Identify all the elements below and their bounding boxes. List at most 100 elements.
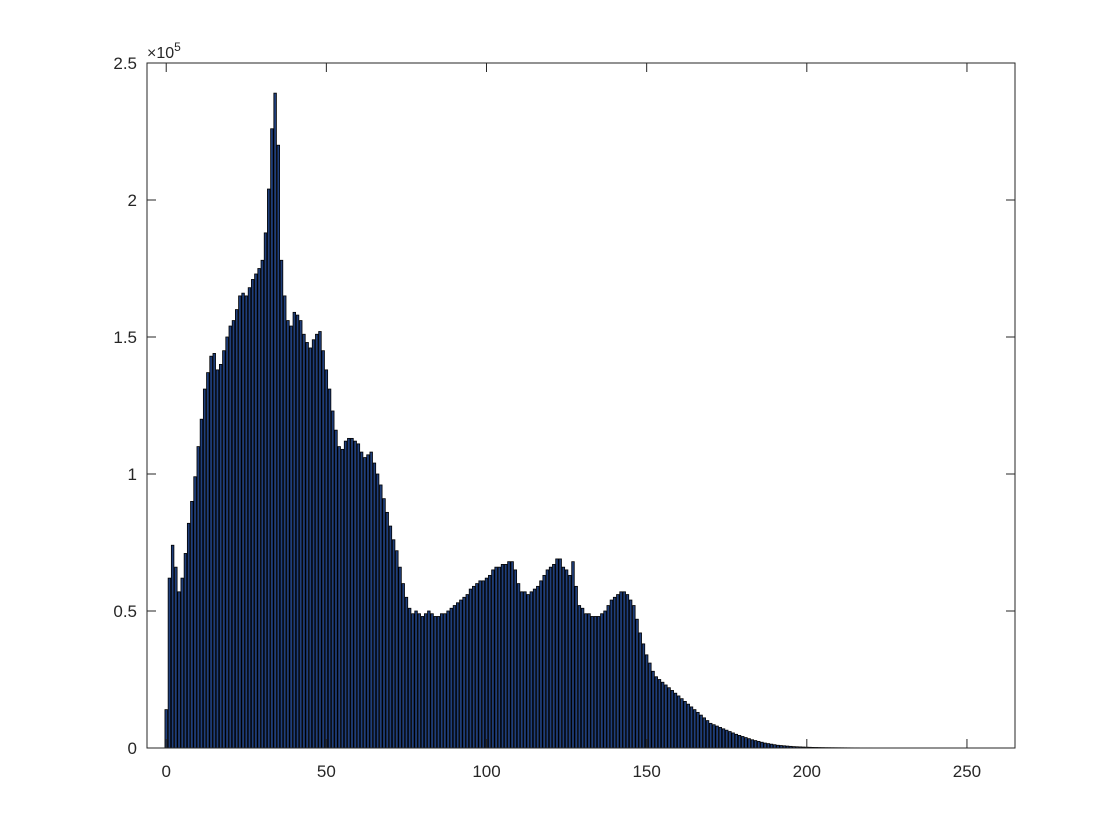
bar bbox=[468, 588, 473, 749]
bar bbox=[712, 724, 716, 749]
bar bbox=[411, 613, 415, 749]
bar bbox=[257, 268, 261, 749]
x-axis: 0 50 100 150 200 250 bbox=[161, 63, 981, 781]
y-exponent-power: 5 bbox=[174, 40, 181, 54]
bar bbox=[388, 525, 393, 749]
bar bbox=[625, 594, 630, 749]
bar bbox=[270, 128, 274, 749]
bar bbox=[347, 437, 351, 749]
bar bbox=[641, 643, 646, 749]
bar bbox=[382, 498, 386, 749]
bar bbox=[372, 462, 377, 749]
y-tick-label: 1.5 bbox=[113, 328, 137, 347]
bar bbox=[484, 577, 489, 749]
bar bbox=[206, 372, 210, 749]
bar bbox=[427, 610, 431, 749]
bar bbox=[407, 607, 412, 749]
bar bbox=[488, 574, 492, 749]
bar bbox=[628, 599, 633, 749]
bar bbox=[606, 605, 610, 749]
bar bbox=[619, 591, 623, 749]
bar bbox=[670, 690, 674, 749]
bar bbox=[702, 717, 706, 749]
bar bbox=[430, 613, 434, 749]
bar bbox=[542, 574, 546, 749]
bar bbox=[526, 594, 530, 749]
bar bbox=[177, 591, 181, 749]
bar bbox=[318, 331, 322, 749]
bar bbox=[379, 484, 383, 749]
bar bbox=[757, 741, 761, 749]
bar bbox=[366, 454, 370, 749]
bar bbox=[507, 561, 511, 749]
bar bbox=[267, 188, 271, 749]
bar bbox=[478, 580, 482, 749]
bar bbox=[356, 443, 361, 749]
bar bbox=[705, 720, 710, 749]
bar bbox=[574, 585, 578, 749]
x-tick-label: 100 bbox=[472, 762, 500, 781]
bar bbox=[577, 605, 582, 749]
bar bbox=[436, 616, 441, 749]
bar bbox=[475, 583, 479, 749]
bar bbox=[315, 333, 319, 749]
bar bbox=[443, 613, 447, 749]
bar bbox=[199, 418, 204, 749]
x-tick-label: 250 bbox=[953, 762, 981, 781]
bar bbox=[571, 561, 575, 749]
bar bbox=[545, 569, 550, 749]
bar bbox=[648, 662, 652, 749]
bar bbox=[420, 616, 425, 749]
bar bbox=[552, 564, 556, 749]
bar bbox=[299, 320, 303, 749]
bar bbox=[222, 350, 226, 749]
x-tick-label: 50 bbox=[317, 762, 336, 781]
axes-box bbox=[146, 62, 1016, 749]
bar bbox=[353, 440, 357, 749]
bar bbox=[167, 577, 172, 749]
bar bbox=[561, 566, 566, 749]
bar bbox=[513, 569, 518, 749]
bar bbox=[766, 743, 771, 749]
bar bbox=[696, 711, 700, 749]
bar bbox=[622, 591, 626, 749]
bar bbox=[504, 564, 508, 749]
bar bbox=[260, 259, 264, 749]
bar bbox=[350, 437, 354, 749]
bar bbox=[523, 591, 527, 749]
bar bbox=[747, 738, 751, 749]
bar bbox=[699, 714, 703, 749]
bar bbox=[273, 92, 277, 749]
x-tick-label: 200 bbox=[793, 762, 821, 781]
bar bbox=[251, 279, 255, 749]
bar bbox=[196, 446, 200, 749]
bar bbox=[327, 388, 332, 749]
y-axis: 0 0.5 1 1.5 2 2.5 bbox=[113, 54, 1015, 758]
bar bbox=[456, 602, 460, 749]
bar bbox=[529, 591, 534, 749]
bar bbox=[452, 605, 457, 749]
bar bbox=[744, 737, 748, 749]
bar bbox=[465, 594, 469, 749]
bar bbox=[180, 577, 184, 749]
bar bbox=[536, 585, 540, 749]
bar bbox=[593, 616, 598, 749]
bar bbox=[343, 440, 348, 749]
bar bbox=[363, 457, 367, 749]
bar bbox=[234, 309, 239, 749]
bar bbox=[580, 607, 585, 749]
bar bbox=[497, 566, 502, 749]
bar bbox=[693, 709, 697, 749]
bar bbox=[225, 336, 229, 749]
bar bbox=[520, 591, 524, 749]
bar bbox=[731, 732, 735, 749]
bar bbox=[683, 701, 687, 749]
y-tick-label: 1 bbox=[128, 465, 137, 484]
bar bbox=[446, 610, 450, 749]
x-tick-label: 0 bbox=[161, 762, 170, 781]
bar bbox=[391, 539, 396, 749]
bar bbox=[241, 292, 245, 749]
bar bbox=[215, 369, 220, 749]
bar bbox=[212, 353, 216, 749]
bar bbox=[193, 476, 197, 749]
